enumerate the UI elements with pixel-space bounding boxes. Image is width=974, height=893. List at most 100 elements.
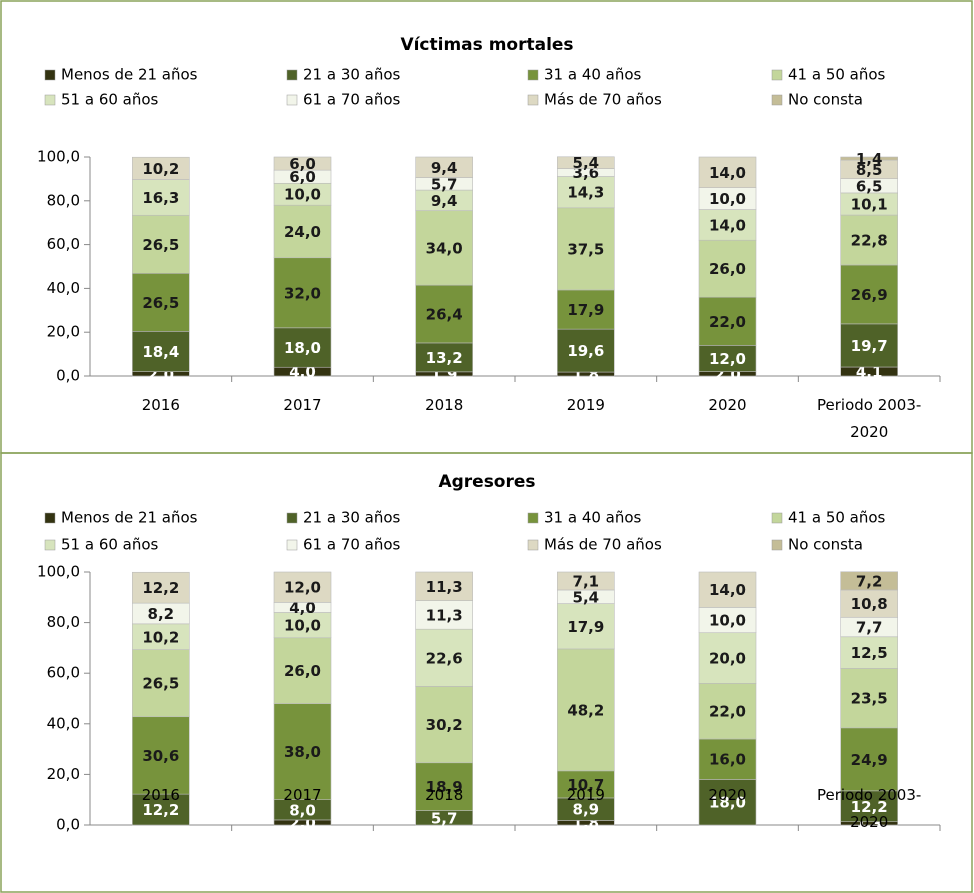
value-label: 12,0 [284, 579, 321, 597]
value-label: 10,2 [142, 160, 179, 178]
bar-segment [132, 156, 190, 180]
bar-segment [557, 571, 615, 591]
value-label: 7,7 [856, 619, 883, 637]
value-label: 8,0 [289, 801, 316, 819]
y-tick-label: 0,0 [56, 367, 80, 385]
value-label: 7,1 [573, 572, 600, 590]
y-tick-label: 100,0 [37, 148, 80, 166]
legend-swatch [44, 539, 56, 551]
value-label: 26,5 [142, 675, 179, 693]
x-tick-label: 2016 [141, 396, 180, 414]
x-tick-label: 2019 [566, 786, 605, 804]
bar-segment [132, 716, 190, 795]
value-label: 26,4 [426, 306, 463, 324]
value-label: 32,0 [284, 284, 321, 302]
legend-swatch [527, 94, 539, 106]
bar-segment [132, 331, 190, 372]
value-label: 12,5 [851, 644, 888, 662]
x-tick-label: 2020 [708, 786, 747, 804]
bar-segment [557, 289, 615, 330]
x-tick-label: 2018 [425, 786, 464, 804]
value-label: 10,1 [851, 195, 888, 213]
value-label: 9,4 [431, 159, 458, 177]
value-label: 18,9 [426, 778, 463, 796]
value-label: 16,0 [709, 751, 746, 769]
chart-frame [0, 452, 973, 893]
value-label: 8,2 [148, 605, 175, 623]
y-tick-label: 100,0 [37, 563, 80, 581]
y-tick-label: 40,0 [47, 279, 80, 297]
bar-segment [557, 770, 615, 799]
value-label: 22,0 [709, 313, 746, 331]
bar-segment [840, 668, 898, 729]
legend-swatch [286, 69, 298, 81]
bar-segment [273, 571, 332, 603]
x-tick-label: 2017 [283, 396, 322, 414]
value-label: 10,2 [142, 628, 179, 646]
legend-swatch [527, 512, 539, 524]
legend-label: Menos de 21 años [61, 66, 198, 84]
y-tick-label: 80,0 [47, 613, 80, 631]
value-label: 24,9 [851, 751, 888, 769]
value-label: 14,0 [709, 581, 746, 599]
bar-segment [698, 607, 757, 634]
legend-label: 41 a 50 años [788, 509, 886, 527]
value-label: 5,7 [431, 175, 458, 193]
value-label: 11,3 [426, 606, 463, 624]
value-label: 34,0 [426, 239, 463, 257]
legend-swatch [44, 69, 56, 81]
value-label: 10,0 [284, 617, 321, 635]
legend-swatch [286, 539, 298, 551]
value-label: 19,7 [851, 337, 888, 355]
chart-title: Agresores [438, 472, 535, 492]
bar-segment [840, 636, 898, 669]
value-label: 26,5 [142, 236, 179, 254]
y-tick-label: 0,0 [56, 816, 80, 834]
bar-segment [557, 603, 615, 650]
legend-label: 41 a 50 años [788, 66, 886, 84]
bar-segment [698, 632, 757, 684]
legend-label: 61 a 70 años [303, 536, 401, 554]
value-label: 19,6 [567, 342, 604, 360]
legend-swatch [771, 539, 783, 551]
bar-segment [840, 214, 898, 266]
legend-label: 31 a 40 años [544, 66, 642, 84]
value-label: 1,4 [856, 150, 883, 168]
bar-segment [273, 257, 332, 329]
bar-segment [840, 323, 898, 368]
bar-segment [557, 648, 615, 772]
bar-segment [132, 793, 190, 826]
bar-segment [273, 204, 332, 259]
value-label: 14,3 [567, 184, 604, 202]
value-label: 30,2 [426, 716, 463, 734]
value-label: 12,2 [851, 798, 888, 816]
bar-segment [273, 156, 332, 171]
bar-segment [698, 779, 757, 826]
value-label: 17,9 [567, 618, 604, 636]
value-label: 8,5 [856, 161, 883, 179]
bar-segment [698, 345, 757, 372]
bar-segment [273, 703, 332, 800]
x-tick-label: 2019 [566, 396, 605, 414]
bar-segment [698, 738, 757, 780]
value-label: 10,8 [851, 595, 888, 613]
value-label: 30,6 [142, 747, 179, 765]
bar-segment [273, 637, 332, 704]
legend-label: Más de 70 años [544, 536, 662, 554]
x-tick-label: 2018 [425, 396, 464, 414]
value-label: 7,2 [856, 572, 883, 590]
value-label: 14,0 [709, 164, 746, 182]
bar-segment [840, 264, 898, 325]
x-tick-label: Periodo 2003-2020 [817, 396, 922, 441]
value-label: 6,0 [289, 168, 316, 186]
bar-segment [273, 327, 332, 368]
value-label: 12,2 [142, 801, 179, 819]
bar-segment [557, 207, 615, 291]
value-label: 20,0 [709, 650, 746, 668]
bar-segment [698, 209, 757, 241]
value-label: 26,5 [142, 294, 179, 312]
bar-segment [557, 156, 615, 169]
value-label: 4,0 [289, 363, 316, 381]
bar-segment [840, 589, 898, 618]
value-label: 8,9 [573, 801, 600, 819]
